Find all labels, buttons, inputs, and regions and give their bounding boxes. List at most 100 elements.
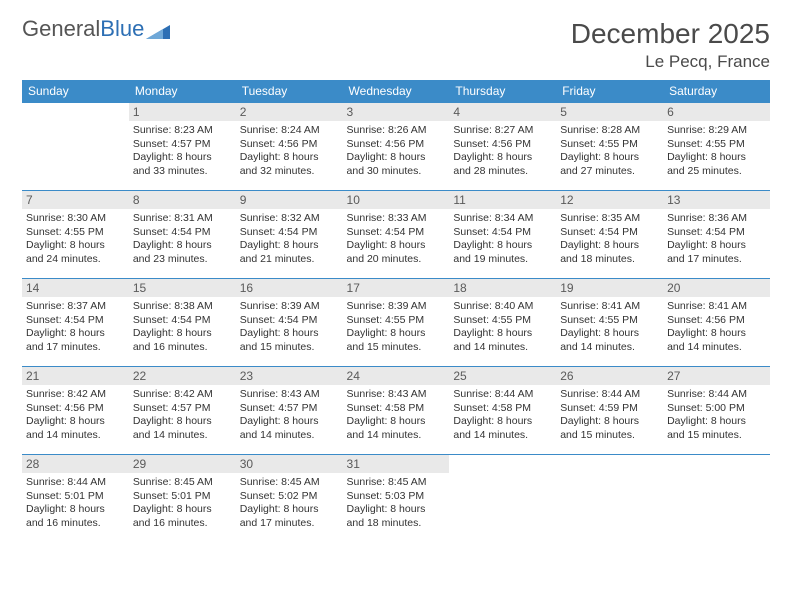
calendar-day-cell: 13Sunrise: 8:36 AMSunset: 4:54 PMDayligh…: [663, 191, 770, 279]
daylight-text: Daylight: 8 hours and 14 minutes.: [560, 327, 659, 354]
daylight-text: Daylight: 8 hours and 20 minutes.: [347, 239, 446, 266]
day-number: 25: [449, 367, 556, 385]
calendar-day-cell: 6 Sunrise: 8:29 AMSunset: 4:55 PMDaylight…: [663, 103, 770, 191]
sunset-text: Sunset: 4:54 PM: [240, 314, 339, 328]
sunset-text: Sunset: 5:00 PM: [667, 402, 766, 416]
calendar-day-cell: 26Sunrise: 8:44 AMSunset: 4:59 PMDayligh…: [556, 367, 663, 455]
calendar-day-cell: 31Sunrise: 8:45 AMSunset: 5:03 PMDayligh…: [343, 455, 450, 543]
sunrise-text: Sunrise: 8:24 AM: [240, 124, 339, 138]
daylight-text: Daylight: 8 hours and 15 minutes.: [240, 327, 339, 354]
sunset-text: Sunset: 4:56 PM: [26, 402, 125, 416]
daylight-text: Daylight: 8 hours and 25 minutes.: [667, 151, 766, 178]
sunrise-text: Sunrise: 8:28 AM: [560, 124, 659, 138]
calendar-day-cell: [663, 455, 770, 543]
sunset-text: Sunset: 4:54 PM: [240, 226, 339, 240]
daylight-text: Daylight: 8 hours and 17 minutes.: [240, 503, 339, 530]
sunset-text: Sunset: 4:57 PM: [133, 138, 232, 152]
day-info: Sunrise: 8:44 AMSunset: 5:01 PMDaylight:…: [26, 476, 125, 531]
calendar-day-cell: 22Sunrise: 8:42 AMSunset: 4:57 PMDayligh…: [129, 367, 236, 455]
sunrise-text: Sunrise: 8:42 AM: [133, 388, 232, 402]
sunrise-text: Sunrise: 8:44 AM: [667, 388, 766, 402]
calendar-head: SundayMondayTuesdayWednesdayThursdayFrid…: [22, 80, 770, 103]
sunrise-text: Sunrise: 8:35 AM: [560, 212, 659, 226]
calendar-day-cell: 15Sunrise: 8:38 AMSunset: 4:54 PMDayligh…: [129, 279, 236, 367]
day-info: Sunrise: 8:44 AMSunset: 4:59 PMDaylight:…: [560, 388, 659, 443]
calendar-day-cell: 4Sunrise: 8:27 AMSunset: 4:56 PMDaylight…: [449, 103, 556, 191]
day-number: 16: [236, 279, 343, 297]
daylight-text: Daylight: 8 hours and 14 minutes.: [347, 415, 446, 442]
day-info: Sunrise: 8:26 AMSunset: 4:56 PMDaylight:…: [347, 124, 446, 179]
calendar-day-cell: 24 Sunrise: 8:43 AMSunset: 4:58 PMDayligh…: [343, 367, 450, 455]
header: GeneralBlue December 2025 Le Pecq, Franc…: [22, 18, 770, 72]
calendar-table: SundayMondayTuesdayWednesdayThursdayFrid…: [22, 80, 770, 543]
day-info: Sunrise: 8:29 AMSunset: 4:55 PMDaylight:…: [667, 124, 766, 179]
day-number: 17: [343, 279, 450, 297]
calendar-week-row: 21Sunrise: 8:42 AMSunset: 4:56 PMDayligh…: [22, 367, 770, 455]
calendar-day-cell: [449, 455, 556, 543]
sunrise-text: Sunrise: 8:37 AM: [26, 300, 125, 314]
sunset-text: Sunset: 4:55 PM: [26, 226, 125, 240]
sunrise-text: Sunrise: 8:44 AM: [560, 388, 659, 402]
sunset-text: Sunset: 4:56 PM: [667, 314, 766, 328]
day-number: 24: [343, 367, 450, 385]
calendar-day-cell: 5Sunrise: 8:28 AMSunset: 4:55 PMDaylight…: [556, 103, 663, 191]
day-number: 18: [449, 279, 556, 297]
day-info: Sunrise: 8:44 AMSunset: 5:00 PMDaylight:…: [667, 388, 766, 443]
day-number: 6: [663, 103, 770, 121]
daylight-text: Daylight: 8 hours and 17 minutes.: [26, 327, 125, 354]
daylight-text: Daylight: 8 hours and 14 minutes.: [453, 415, 552, 442]
calendar-day-cell: 10Sunrise: 8:33 AMSunset: 4:54 PMDayligh…: [343, 191, 450, 279]
day-number: 9: [236, 191, 343, 209]
daylight-text: Daylight: 8 hours and 14 minutes.: [26, 415, 125, 442]
daylight-text: Daylight: 8 hours and 21 minutes.: [240, 239, 339, 266]
logo-text-2: Blue: [100, 16, 144, 41]
day-info: Sunrise: 8:35 AMSunset: 4:54 PMDaylight:…: [560, 212, 659, 267]
calendar-day-cell: 3Sunrise: 8:26 AMSunset: 4:56 PMDaylight…: [343, 103, 450, 191]
day-info: Sunrise: 8:42 AMSunset: 4:57 PMDaylight:…: [133, 388, 232, 443]
daylight-text: Daylight: 8 hours and 16 minutes.: [133, 503, 232, 530]
logo: GeneralBlue: [22, 18, 170, 41]
daylight-text: Daylight: 8 hours and 14 minutes.: [240, 415, 339, 442]
calendar-day-cell: 29Sunrise: 8:45 AMSunset: 5:01 PMDayligh…: [129, 455, 236, 543]
day-info: Sunrise: 8:33 AMSunset: 4:54 PMDaylight:…: [347, 212, 446, 267]
sunrise-text: Sunrise: 8:39 AM: [240, 300, 339, 314]
day-number: 31: [343, 455, 450, 473]
day-number: 8: [129, 191, 236, 209]
day-info: Sunrise: 8:23 AMSunset: 4:57 PMDaylight:…: [133, 124, 232, 179]
daylight-text: Daylight: 8 hours and 24 minutes.: [26, 239, 125, 266]
day-number: 21: [22, 367, 129, 385]
logo-triangle-icon: [146, 21, 170, 39]
day-info: Sunrise: 8:32 AMSunset: 4:54 PMDaylight:…: [240, 212, 339, 267]
sunrise-text: Sunrise: 8:44 AM: [26, 476, 125, 490]
calendar-day-cell: 12 Sunrise: 8:35 AMSunset: 4:54 PMDayligh…: [556, 191, 663, 279]
day-info: Sunrise: 8:39 AMSunset: 4:55 PMDaylight:…: [347, 300, 446, 355]
weekday-row: SundayMondayTuesdayWednesdayThursdayFrid…: [22, 80, 770, 103]
day-number: 2: [236, 103, 343, 121]
calendar-day-cell: 8Sunrise: 8:31 AMSunset: 4:54 PMDaylight…: [129, 191, 236, 279]
calendar-day-cell: 7Sunrise: 8:30 AMSunset: 4:55 PMDaylight…: [22, 191, 129, 279]
sunrise-text: Sunrise: 8:38 AM: [133, 300, 232, 314]
day-number: 12: [556, 191, 663, 209]
sunset-text: Sunset: 5:01 PM: [133, 490, 232, 504]
calendar-day-cell: 28Sunrise: 8:44 AMSunset: 5:01 PMDayligh…: [22, 455, 129, 543]
location: Le Pecq, France: [571, 52, 770, 72]
day-number: 19: [556, 279, 663, 297]
sunset-text: Sunset: 4:57 PM: [133, 402, 232, 416]
calendar-day-cell: 21Sunrise: 8:42 AMSunset: 4:56 PMDayligh…: [22, 367, 129, 455]
sunset-text: Sunset: 4:56 PM: [453, 138, 552, 152]
day-number: 7: [22, 191, 129, 209]
calendar-day-cell: 17 Sunrise: 8:39 AMSunset: 4:55 PMDayligh…: [343, 279, 450, 367]
sunrise-text: Sunrise: 8:43 AM: [240, 388, 339, 402]
sunset-text: Sunset: 4:58 PM: [453, 402, 552, 416]
calendar-day-cell: 11Sunrise: 8:34 AMSunset: 4:54 PMDayligh…: [449, 191, 556, 279]
sunrise-text: Sunrise: 8:41 AM: [667, 300, 766, 314]
sunrise-text: Sunrise: 8:45 AM: [240, 476, 339, 490]
daylight-text: Daylight: 8 hours and 32 minutes.: [240, 151, 339, 178]
daylight-text: Daylight: 8 hours and 15 minutes.: [560, 415, 659, 442]
day-info: Sunrise: 8:43 AMSunset: 4:58 PMDaylight:…: [347, 388, 446, 443]
day-number: 11: [449, 191, 556, 209]
day-number: 23: [236, 367, 343, 385]
day-number: 30: [236, 455, 343, 473]
sunset-text: Sunset: 4:57 PM: [240, 402, 339, 416]
month-title: December 2025: [571, 18, 770, 50]
